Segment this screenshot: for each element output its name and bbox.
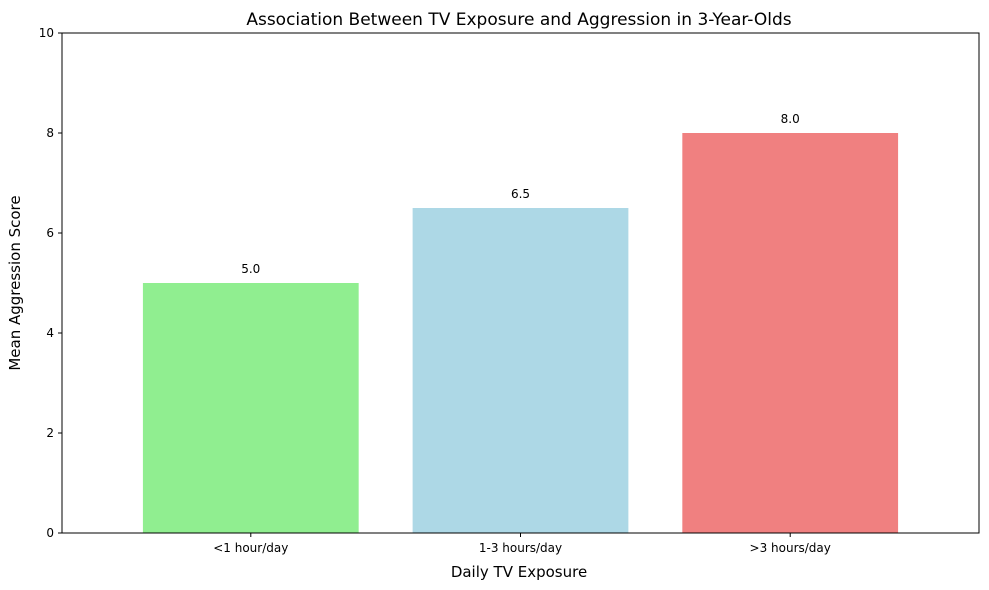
bar: [142, 283, 359, 533]
y-tick-label: 8: [46, 126, 54, 140]
y-tick-label: 10: [39, 26, 54, 40]
y-tick-label: 2: [46, 426, 54, 440]
y-tick-label: 4: [46, 326, 54, 340]
y-tick-label: 0: [46, 526, 54, 540]
data-label: 5.0: [241, 262, 260, 276]
y-axis-label: Mean Aggression Score: [6, 195, 24, 370]
bar: [682, 133, 899, 533]
data-label: 8.0: [781, 112, 800, 126]
x-tick-label: >3 hours/day: [750, 541, 831, 555]
x-tick-label: 1-3 hours/day: [479, 541, 562, 555]
y-tick-label: 6: [46, 226, 54, 240]
bar: [412, 208, 629, 533]
x-tick-label: <1 hour/day: [213, 541, 288, 555]
chart-title: Association Between TV Exposure and Aggr…: [246, 10, 791, 30]
data-label: 6.5: [511, 187, 530, 201]
x-axis-label: Daily TV Exposure: [451, 563, 587, 581]
plot-area: 5.0 6.5 8.0 0 2 4 6 8 10 <1 hour/day 1-3 hours/day…: [39, 26, 980, 555]
